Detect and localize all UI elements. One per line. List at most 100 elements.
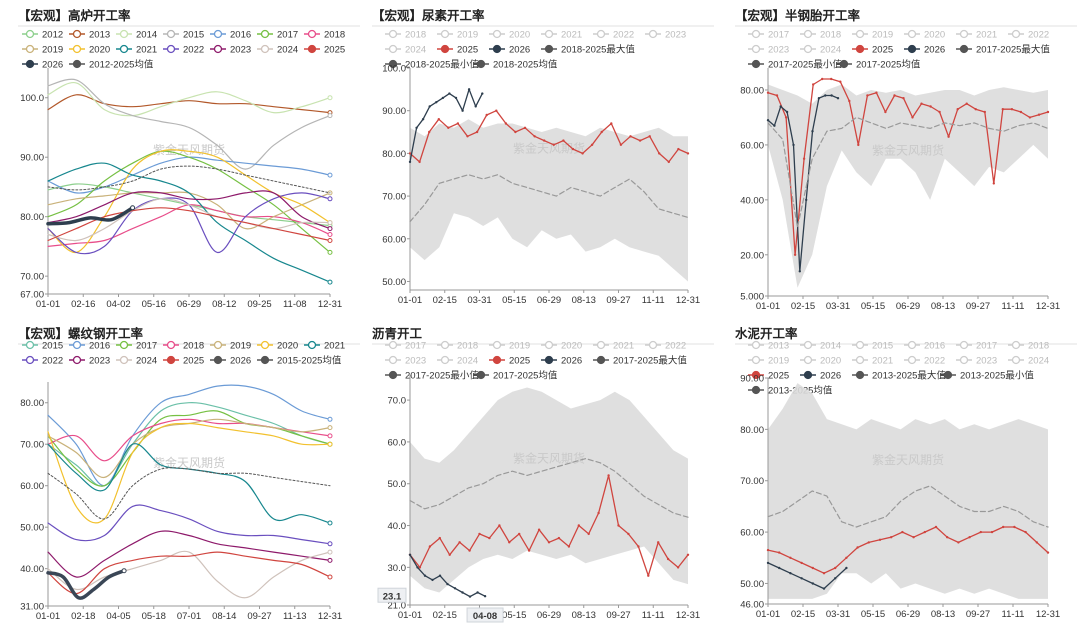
legend-label: 2017 xyxy=(405,341,426,352)
legend-marker xyxy=(119,44,129,54)
data-point xyxy=(923,530,926,534)
legend-marker xyxy=(72,44,82,54)
legend-item: 2017-2025最大值 xyxy=(593,355,687,367)
legend-label: 2021 xyxy=(976,30,997,41)
legend-marker xyxy=(388,340,398,350)
data-point xyxy=(974,108,977,111)
legend-item: 2025 xyxy=(163,356,204,367)
x-tick-label: 08-13 xyxy=(572,610,596,621)
series-line-2025 xyxy=(409,110,689,163)
data-point xyxy=(779,105,782,108)
data-point xyxy=(789,556,792,559)
legend-marker xyxy=(907,340,917,350)
data-point xyxy=(428,130,431,134)
x-tick-label: 09-27 xyxy=(606,610,630,621)
legend-item: 2019 xyxy=(852,30,893,41)
legend-item: 2024 xyxy=(257,45,298,56)
legend-label: 2018-2025最大值 xyxy=(561,44,635,56)
data-point xyxy=(567,545,571,548)
legend-item: 2022 xyxy=(163,45,204,56)
legend-label: 2023 xyxy=(230,45,251,56)
legend-item: 2017 xyxy=(748,30,789,41)
data-point xyxy=(431,578,434,582)
data-point xyxy=(590,143,594,146)
legend-marker xyxy=(119,29,129,39)
legend-item: 2017-2025最小值 xyxy=(748,59,842,71)
legend-item: 2019 xyxy=(22,45,63,56)
data-point xyxy=(447,126,450,129)
legend-label: 2023 xyxy=(768,45,789,56)
y-tick-label: 80.00 xyxy=(740,85,764,96)
legend-label: 2015 xyxy=(183,30,204,41)
y-tick-label: 70.00 xyxy=(20,440,44,451)
legend-item: 2019 xyxy=(489,341,530,352)
legend-item: 2025 xyxy=(437,45,478,56)
legend-item: 2018 xyxy=(163,341,204,352)
legend-item: 2024 xyxy=(385,45,426,56)
legend-label: 2022 xyxy=(924,356,945,367)
legend-item: 2015 xyxy=(163,30,204,41)
series-line-2013 xyxy=(47,94,331,114)
legend-marker xyxy=(959,29,969,39)
series-line-2015 xyxy=(47,401,331,487)
series-line-2012-2025均值 xyxy=(47,165,331,194)
legend-label: 2019 xyxy=(230,341,251,352)
data-point xyxy=(581,152,584,155)
data-point xyxy=(504,122,508,125)
series-line-2020 xyxy=(47,422,331,524)
legend-item: 2015 xyxy=(22,341,63,352)
x-tick-label: 02-16 xyxy=(71,299,95,310)
y-tick-label: 80.00 xyxy=(740,425,764,436)
legend-label: 2015 xyxy=(872,341,893,352)
legend-label: 2024 xyxy=(457,356,478,367)
x-tick-label: 06-29 xyxy=(537,295,561,306)
data-point xyxy=(990,530,994,534)
data-point xyxy=(488,536,491,540)
legend-label: 2018 xyxy=(1028,341,1049,352)
legend-marker xyxy=(166,44,176,54)
legend-marker xyxy=(440,44,450,54)
legend-marker xyxy=(25,44,35,54)
data-point xyxy=(647,574,650,577)
y-tick-label: 80.00 xyxy=(20,398,44,409)
legend-marker xyxy=(943,370,953,380)
x-tick-label: 01-01 xyxy=(36,611,60,622)
data-point xyxy=(446,582,449,586)
x-tick-label: 02-15 xyxy=(791,609,815,620)
data-point xyxy=(878,538,882,541)
chart-title: 水泥开工率 xyxy=(735,326,798,341)
legend-label: 2023 xyxy=(89,356,110,367)
legend-label: 2021 xyxy=(872,356,893,367)
legend-item: 2017 xyxy=(385,341,426,352)
legend-marker xyxy=(544,340,554,350)
data-point xyxy=(454,96,458,100)
legend-label: 2023 xyxy=(976,356,997,367)
legend-label: 2025 xyxy=(324,45,345,56)
series-line-2020 xyxy=(47,149,331,254)
y-tick-label: 50.00 xyxy=(20,523,44,534)
x-tick-label: 01-01 xyxy=(756,609,780,620)
legend-marker xyxy=(213,29,223,39)
data-point xyxy=(817,97,821,100)
minmax-band xyxy=(410,387,688,593)
data-point xyxy=(518,532,521,536)
legend-label: 2020 xyxy=(820,356,841,367)
legend-label: 2022 xyxy=(183,45,204,56)
legend-label: 2020 xyxy=(277,341,298,352)
legend-marker xyxy=(596,340,606,350)
data-point xyxy=(836,97,840,100)
series-end-marker xyxy=(327,433,333,439)
legend-marker xyxy=(751,44,761,54)
legend-item: 2020 xyxy=(257,341,298,352)
data-point xyxy=(458,541,461,544)
legend-item: 2013-2025均值 xyxy=(748,385,833,397)
data-point xyxy=(485,113,488,117)
legend-label: 2021 xyxy=(136,45,157,56)
legend-marker xyxy=(72,59,82,69)
legend-item: 2013-2025最大值 xyxy=(852,370,946,382)
data-point xyxy=(775,94,779,97)
data-point xyxy=(822,587,826,590)
